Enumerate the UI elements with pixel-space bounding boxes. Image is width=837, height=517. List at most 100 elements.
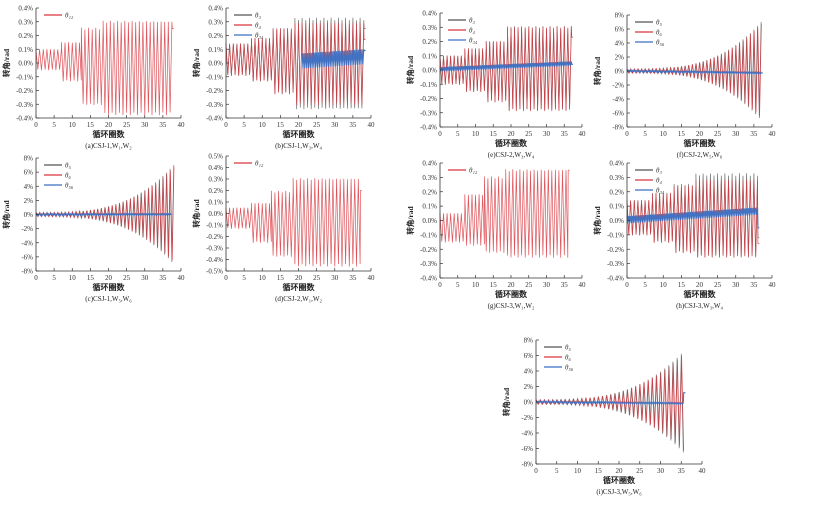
x-tick-label: 25 xyxy=(123,274,131,282)
x-tick-label: 25 xyxy=(525,281,533,289)
y-tick-label: 0.1% xyxy=(422,52,437,60)
y-tick-label: 0.2% xyxy=(609,188,624,196)
y-tick-label: 0.0% xyxy=(422,217,437,225)
y-axis-label: 转角/rad xyxy=(501,387,511,416)
x-tick-label: 10 xyxy=(69,274,77,282)
y-tick-label: -0.4% xyxy=(16,115,33,123)
legend-label: θ₅₆ xyxy=(656,39,665,47)
legend-label: θ₅ xyxy=(565,344,571,352)
y-tick-label: -2% xyxy=(612,82,624,90)
x-axis-label: 循环圈数 xyxy=(282,129,316,139)
y-tick-label: 0.4% xyxy=(208,5,223,13)
y-tick-label: -0.2% xyxy=(206,233,223,241)
x-tick-label: 15 xyxy=(595,467,603,475)
x-axis-label: 循环圈数 xyxy=(683,289,717,299)
chart-svg: -0.4% -0.3% -0.2% -0.1% 0.0% 0.1% 0.2% 0.3% 0.4%… xyxy=(405,160,586,311)
y-axis-label: 转角/rad xyxy=(191,48,201,77)
y-tick-label: -0.3% xyxy=(420,260,437,268)
series-line-2 xyxy=(535,355,685,451)
legend-label: θ₁₂ xyxy=(469,167,478,175)
chart-panel-g: -0.4% -0.3% -0.2% -0.1% 0.0% 0.1% 0.2% 0.3% 0.4%… xyxy=(392,155,592,315)
legend-label: θ₃₄ xyxy=(656,187,665,195)
y-tick-label: 2% xyxy=(615,54,625,62)
chart-svg: -8% -6% -4% -2% 0% 2% 4% 6% 8% 0 5 10 15 20 25 30 35 40 循环… xyxy=(1,155,186,304)
x-tick-label: 0 xyxy=(224,274,228,282)
x-tick-label: 35 xyxy=(750,281,758,289)
x-axis-label: 循环圈数 xyxy=(602,475,636,485)
chart-panel-d: -0.5% -0.4% -0.3% -0.2% -0.1% 0.0% 0.1% 0.2% 0.3… xyxy=(190,148,390,308)
y-tick-label: -8% xyxy=(21,268,33,276)
x-tick-label: 20 xyxy=(105,274,113,282)
x-tick-label: 15 xyxy=(87,121,95,129)
legend-label: θ₄ xyxy=(656,177,662,185)
y-tick-label: 6% xyxy=(524,352,534,360)
y-tick-label: 0.4% xyxy=(208,164,223,172)
y-tick-label: -6% xyxy=(521,445,533,453)
x-tick-label: 30 xyxy=(543,130,551,138)
x-tick-label: 35 xyxy=(678,467,686,475)
chart-svg: -8% -6% -4% -2% 0% 2% 4% 6% 8% 0 5 10 15 20 25 30 35 40 循环… xyxy=(592,12,776,160)
chart-panel-i: -8% -6% -4% -2% 0% 2% 4% 6% 8% 0 5 10 15 20 25 30 35 40 循环… xyxy=(500,325,720,500)
y-tick-label: 0.4% xyxy=(422,10,437,18)
chart-caption: (f)CSJ-2,W₅,W₆ xyxy=(677,151,723,159)
plot-area xyxy=(439,25,574,112)
series-line-3 xyxy=(626,69,763,75)
y-tick-label: -0.4% xyxy=(206,115,223,123)
x-tick-label: 35 xyxy=(159,274,167,282)
x-tick-label: 5 xyxy=(242,274,246,282)
x-axis-label: 循环圈数 xyxy=(494,289,528,299)
x-tick-label: 35 xyxy=(750,130,758,138)
x-tick-label: 15 xyxy=(490,281,498,289)
y-tick-label: -0.1% xyxy=(420,81,437,89)
x-tick-label: 5 xyxy=(456,281,460,289)
x-tick-label: 20 xyxy=(508,281,516,289)
x-tick-label: 35 xyxy=(159,121,167,129)
x-tick-label: 20 xyxy=(295,274,303,282)
x-tick-label: 20 xyxy=(696,281,704,289)
x-tick-label: 5 xyxy=(242,121,246,129)
y-tick-label: -0.4% xyxy=(607,275,624,283)
x-tick-label: 35 xyxy=(349,121,357,129)
y-tick-label: -8% xyxy=(612,124,624,132)
y-tick-label: -2% xyxy=(521,414,533,422)
legend-label: θ₅₆ xyxy=(565,364,574,372)
legend-label: θ₆ xyxy=(565,354,571,362)
legend-label: θ₅ xyxy=(656,19,662,27)
y-axis-label: 转角/rad xyxy=(1,48,11,77)
x-tick-label: 5 xyxy=(643,281,647,289)
x-tick-label: 0 xyxy=(34,274,38,282)
chart-caption: (h)CSJ-3,W₃,W₄ xyxy=(676,302,723,310)
x-tick-label: 25 xyxy=(525,130,533,138)
chart-caption: (d)CSJ-2,W₁,W₂ xyxy=(275,295,322,303)
x-tick-label: 35 xyxy=(349,274,357,282)
x-tick-label: 30 xyxy=(543,281,551,289)
series-line-3 xyxy=(301,49,366,69)
x-tick-label: 40 xyxy=(579,130,587,138)
chart-caption: (i)CSJ-3,W₅,W₆ xyxy=(596,488,642,496)
legend-label: θ₁₂ xyxy=(65,12,74,20)
x-tick-label: 5 xyxy=(555,467,559,475)
y-tick-label: 0.0% xyxy=(609,217,624,225)
chart-panel-c: -8% -6% -4% -2% 0% 2% 4% 6% 8% 0 5 10 15 20 25 30 35 40 循环… xyxy=(0,148,195,308)
x-tick-label: 0 xyxy=(534,467,538,475)
y-tick-label: -4% xyxy=(612,96,624,104)
y-tick-label: -8% xyxy=(521,461,533,469)
y-tick-label: 4% xyxy=(24,183,34,191)
y-tick-label: 0.3% xyxy=(422,174,437,182)
x-tick-label: 15 xyxy=(87,274,95,282)
x-tick-label: 35 xyxy=(561,130,569,138)
y-axis-label: 转角/rad xyxy=(1,200,11,229)
chart-panel-b: -0.4% -0.3% -0.2% -0.1% 0.0% 0.1% 0.2% 0.3% 0.4%… xyxy=(190,0,390,151)
plot-area xyxy=(626,173,760,258)
x-tick-label: 40 xyxy=(178,274,186,282)
y-tick-label: -0.3% xyxy=(420,109,437,117)
x-tick-label: 25 xyxy=(123,121,131,129)
y-tick-label: 0.1% xyxy=(609,203,624,211)
y-axis-label: 转角/rad xyxy=(405,55,415,84)
x-axis-label: 循环圈数 xyxy=(92,129,126,139)
x-tick-label: 0 xyxy=(625,281,629,289)
y-tick-label: -0.4% xyxy=(420,275,437,283)
y-axis-label: 转角/rad xyxy=(592,56,602,85)
x-tick-label: 25 xyxy=(636,467,644,475)
legend: θ₃ θ₄ θ₃₄ xyxy=(234,12,264,40)
